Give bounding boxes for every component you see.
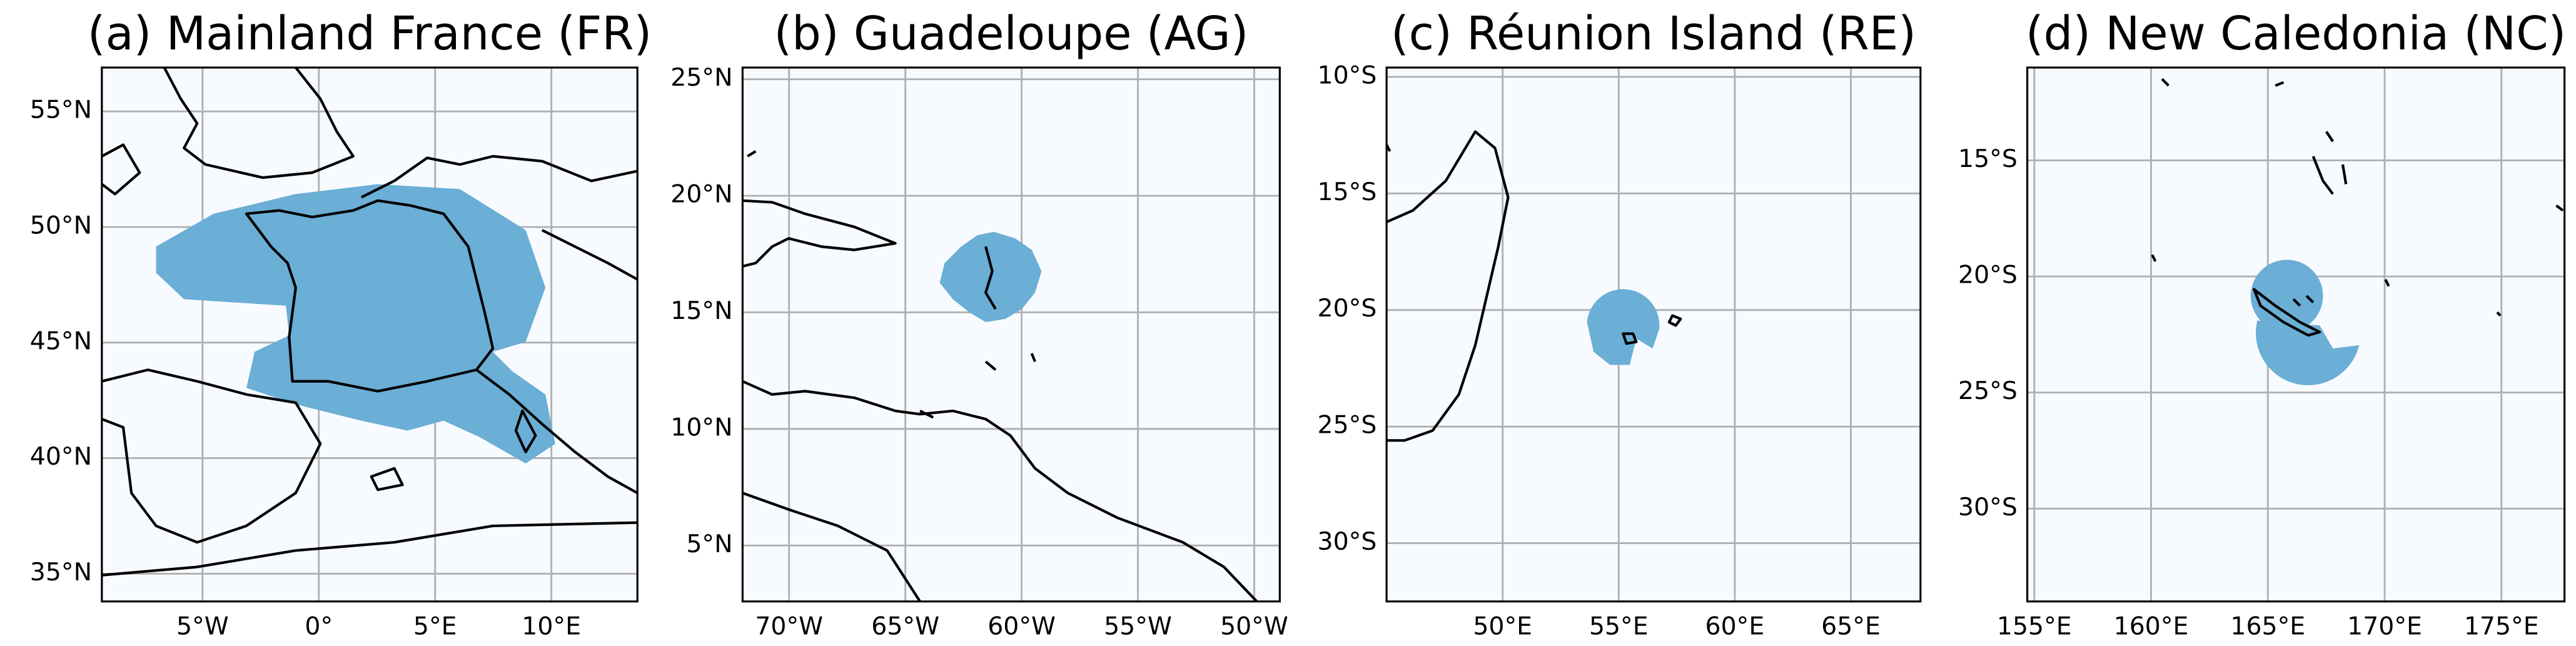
coastline <box>101 68 638 577</box>
radar-coverage <box>2250 260 2323 332</box>
map-france <box>101 68 638 577</box>
coastline <box>2151 78 2564 337</box>
y-tick-label: 25°N <box>670 63 732 92</box>
panel-title: (d) New Caledonia (NC) <box>2026 8 2566 61</box>
map-frame <box>741 66 1281 603</box>
y-tick-label: 20°S <box>1958 261 2018 290</box>
y-tick-label: 5°N <box>686 530 732 558</box>
y-tick-label: 35°N <box>30 558 92 587</box>
x-tick-label: 65°E <box>1821 612 1881 640</box>
x-tick-label: 50°W <box>1220 612 1288 640</box>
map-frame <box>2026 66 2566 603</box>
x-tick-label: 60°E <box>1705 612 1765 640</box>
x-tick-label: 55°W <box>1104 612 1172 640</box>
x-tick-label: 50°E <box>1473 612 1532 640</box>
map-frame <box>1385 66 1922 603</box>
frames <box>101 66 2566 603</box>
map-backgrounds <box>101 68 2565 602</box>
y-tick-label: 40°N <box>30 442 92 471</box>
panel-title: (c) Réunion Island (RE) <box>1391 8 1916 61</box>
y-tick-label: 25°S <box>1318 411 1377 440</box>
map-guadeloupe <box>742 150 1258 602</box>
coastline <box>742 150 1258 602</box>
x-tick-label: 5°W <box>176 612 229 640</box>
y-tick-label: 30°S <box>1318 527 1377 556</box>
map-frame <box>101 66 639 603</box>
x-tick-label: 160°E <box>2114 612 2189 640</box>
panel-title: (a) Mainland France (FR) <box>88 8 652 61</box>
x-tick-label: 165°E <box>2230 612 2305 640</box>
radar-coverage <box>156 184 555 464</box>
x-tick-label: 60°W <box>987 612 1056 640</box>
y-tick-label: 45°N <box>30 326 92 355</box>
x-tick-label: 55°E <box>1589 612 1649 640</box>
x-tick-label: 0° <box>305 612 333 640</box>
y-tick-label: 15°S <box>1958 144 2018 173</box>
coastline <box>1386 130 1682 442</box>
y-tick-label: 20°S <box>1318 294 1377 323</box>
y-tick-label: 55°N <box>30 96 92 124</box>
radar-coverage <box>1587 289 1660 365</box>
y-tick-label: 15°N <box>670 296 732 325</box>
x-tick-label: 10°E <box>522 612 581 640</box>
x-tick-label: 65°W <box>871 612 939 640</box>
labels: (a) Mainland France (FR) 5°W 0° 5°E 10°E 35°N… <box>30 8 2566 640</box>
y-tick-label: 20°N <box>670 180 732 209</box>
map-background <box>742 68 1280 602</box>
x-tick-label: 155°E <box>1997 612 2072 640</box>
y-tick-label: 50°N <box>30 211 92 240</box>
y-tick-label: 15°S <box>1318 178 1377 206</box>
panel-title: (b) Guadeloupe (AG) <box>774 8 1248 61</box>
x-tick-label: 70°W <box>755 612 823 640</box>
map-reunion <box>1386 130 1682 442</box>
y-tick-label: 30°S <box>1958 493 2018 522</box>
map-new-caledonia <box>2151 78 2564 386</box>
x-tick-label: 5°E <box>413 612 457 640</box>
radar-coverage <box>2256 320 2360 386</box>
y-tick-label: 10°S <box>1318 61 1377 89</box>
y-tick-label: 10°N <box>670 413 732 442</box>
x-tick-label: 175°E <box>2464 612 2539 640</box>
y-tick-label: 25°S <box>1958 376 2018 405</box>
x-tick-label: 170°E <box>2347 612 2422 640</box>
